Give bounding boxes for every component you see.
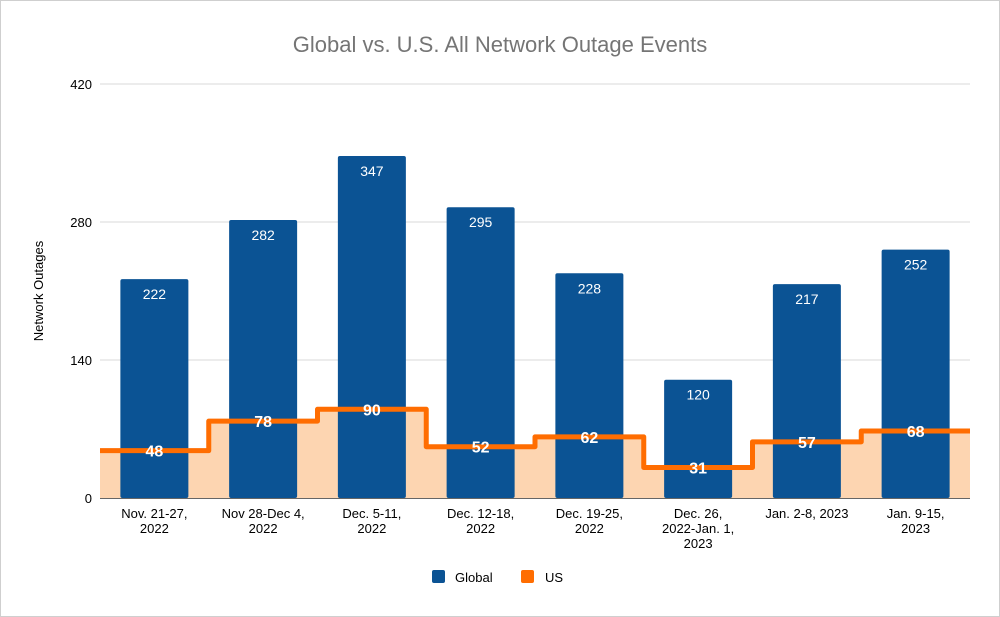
global-data-label: 295: [469, 214, 493, 230]
legend-swatch-global: [432, 570, 445, 583]
y-axis-label: Network Outages: [31, 240, 46, 341]
chart-title: Global vs. U.S. All Network Outage Event…: [293, 32, 708, 57]
y-tick-label: 280: [70, 215, 92, 230]
global-bar: [229, 220, 298, 498]
global-data-label: 347: [360, 163, 384, 179]
global-data-label: 222: [143, 286, 167, 302]
us-data-label: 62: [580, 430, 598, 447]
legend-swatch-us: [521, 570, 534, 583]
global-data-label: 217: [795, 291, 819, 307]
x-tick-label: 2022: [357, 521, 386, 536]
us-data-label: 68: [907, 424, 925, 441]
global-bar: [446, 207, 515, 498]
legend-label-global: Global: [455, 570, 493, 585]
x-tick-label: Nov. 21-27,: [121, 506, 187, 521]
x-tick-label: Dec. 5-11,: [342, 506, 401, 521]
x-tick-label: Jan. 9-15,: [887, 506, 945, 521]
x-tick-label: Dec. 12-18,: [447, 506, 514, 521]
y-tick-label: 420: [70, 77, 92, 92]
global-data-label: 252: [904, 257, 928, 273]
x-tick-label: 2022: [140, 521, 169, 536]
x-tick-label: Jan. 2-8, 2023: [765, 506, 848, 521]
global-bar: [881, 249, 950, 498]
legend-label-us: US: [545, 570, 563, 585]
x-tick-label: 2023: [901, 521, 930, 536]
global-data-label: 120: [686, 387, 710, 403]
x-tick-label: 2023: [684, 536, 713, 551]
global-bar: [772, 284, 841, 498]
us-data-label: 31: [689, 460, 707, 477]
us-data-label: 78: [254, 414, 272, 431]
global-data-label: 228: [578, 280, 602, 296]
global-bar: [555, 273, 624, 498]
us-data-label: 52: [472, 440, 490, 457]
us-data-label: 90: [363, 402, 381, 419]
y-tick-label: 140: [70, 353, 92, 368]
x-tick-label: 2022: [575, 521, 604, 536]
x-tick-label: 2022-Jan. 1,: [662, 521, 734, 536]
us-step-line: [100, 406, 970, 470]
y-tick-label: 0: [85, 491, 92, 506]
x-tick-label: 2022: [466, 521, 495, 536]
x-tick-label: Nov 28-Dec 4,: [222, 506, 305, 521]
global-bar: [120, 279, 189, 498]
us-data-label: 57: [798, 435, 816, 452]
x-tick-label: Dec. 26,: [674, 506, 722, 521]
us-area: [100, 409, 970, 498]
global-data-label: 282: [251, 227, 275, 243]
x-tick-label: Dec. 19-25,: [556, 506, 623, 521]
global-bar: [337, 155, 406, 498]
x-tick-label: 2022: [249, 521, 278, 536]
us-data-label: 48: [145, 444, 163, 461]
